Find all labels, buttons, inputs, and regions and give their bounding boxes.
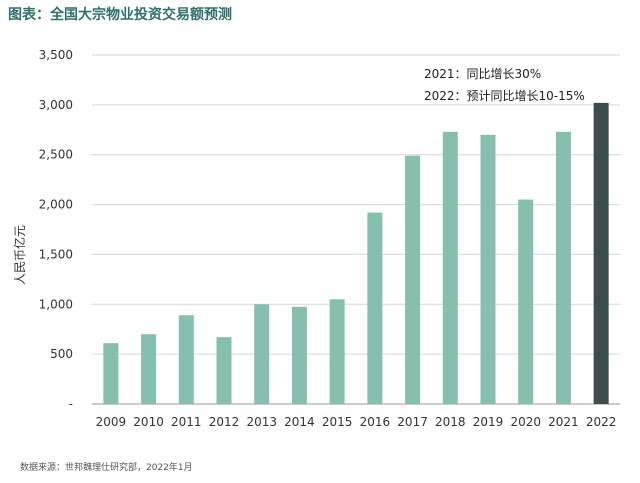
x-tick-label: 2014 bbox=[284, 415, 315, 429]
y-tick-label: 1,000 bbox=[39, 297, 73, 311]
bar-2018 bbox=[442, 131, 458, 404]
bar-2013 bbox=[254, 304, 270, 404]
bar-2009 bbox=[103, 343, 119, 404]
bar-2022 bbox=[593, 102, 609, 404]
x-tick-label: 2017 bbox=[397, 415, 428, 429]
x-tick-label: 2019 bbox=[473, 415, 504, 429]
x-tick-label: 2022 bbox=[586, 415, 617, 429]
x-tick-label: 2015 bbox=[322, 415, 353, 429]
y-axis-ticks: - 500 1,000 1,500 2,000 2,500 3,000 3,500 bbox=[39, 48, 73, 411]
y-tick-label: 3,500 bbox=[39, 48, 73, 62]
x-tick-label: 2013 bbox=[246, 415, 277, 429]
y-tick-label: - bbox=[69, 397, 73, 411]
x-axis-ticks: 2009 2010 2011 2012 2013 2014 2015 2016 2017 2018… bbox=[96, 415, 617, 429]
bar-2014 bbox=[291, 306, 307, 404]
y-tick-label: 500 bbox=[50, 347, 73, 361]
chart-source: 数据来源：世邦魏理仕研究部，2022年1月 bbox=[20, 463, 193, 473]
bars bbox=[103, 102, 609, 404]
bar-2021 bbox=[555, 131, 571, 404]
y-axis-label: 人民币亿元 bbox=[12, 225, 27, 285]
chart-title: 图表：全国大宗物业投资交易额预测 bbox=[8, 7, 232, 23]
bar-2019 bbox=[480, 134, 496, 404]
x-tick-label: 2012 bbox=[209, 415, 240, 429]
y-tick-label: 2,500 bbox=[39, 148, 73, 162]
bar-2016 bbox=[367, 212, 383, 404]
x-tick-label: 2018 bbox=[435, 415, 466, 429]
x-tick-label: 2016 bbox=[360, 415, 391, 429]
y-tick-label: 2,000 bbox=[39, 198, 73, 212]
bar-2015 bbox=[329, 299, 345, 404]
bar-2017 bbox=[405, 155, 421, 404]
x-tick-label: 2021 bbox=[548, 415, 579, 429]
annotation-2021: 2021：同比增长30% bbox=[424, 67, 541, 81]
gridlines bbox=[92, 54, 620, 405]
annotation-2022: 2022：预计同比增长10-15% bbox=[424, 89, 585, 103]
x-tick-label: 2011 bbox=[171, 415, 202, 429]
bar-2012 bbox=[216, 337, 232, 404]
bar-2020 bbox=[518, 199, 534, 404]
bar-2010 bbox=[141, 334, 157, 404]
y-tick-label: 3,000 bbox=[39, 98, 73, 112]
y-tick-label: 1,500 bbox=[39, 247, 73, 261]
x-tick-label: 2010 bbox=[133, 415, 164, 429]
x-tick-label: 2009 bbox=[96, 415, 127, 429]
x-tick-label: 2020 bbox=[510, 415, 541, 429]
bar-2011 bbox=[178, 315, 194, 404]
